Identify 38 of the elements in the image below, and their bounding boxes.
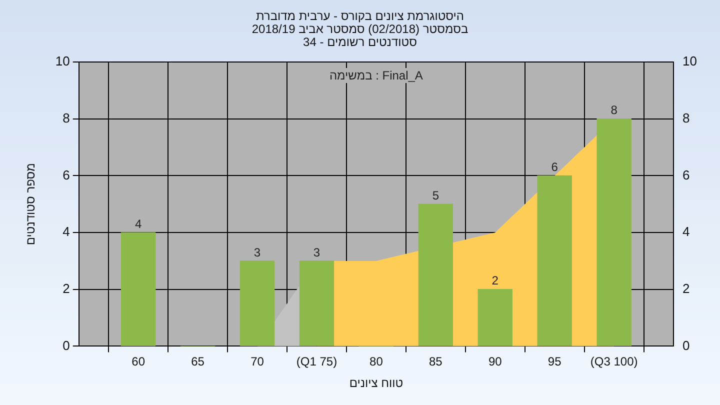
y2-tick-label: 0 <box>682 338 690 353</box>
data-label: 5 <box>432 188 440 202</box>
data-label: 3 <box>254 245 261 260</box>
chart-title: היסטוגרמת ציונים בקורס - ערבית מדוברת <box>254 9 466 23</box>
y-tick-label: 2 <box>62 280 70 296</box>
data-label: 3 <box>313 245 320 260</box>
y-tick-label: 8 <box>62 110 70 126</box>
x-tick-label: 65 <box>191 354 205 369</box>
y2-tick-label: 10 <box>682 54 698 69</box>
data-label: 2 <box>492 274 499 288</box>
y-axis-title: מספר סטודנטים <box>24 163 38 246</box>
annotation: במשימה : Final_A <box>329 68 423 82</box>
x-tick-label: 80 <box>370 354 384 369</box>
y2-tick-label: 8 <box>682 110 690 126</box>
y-tick-label: 0 <box>62 338 70 353</box>
bar <box>537 175 572 346</box>
x-tick-label: 70 <box>250 354 264 369</box>
x-tick-label: 85 <box>428 354 443 369</box>
y-tick-label: 10 <box>55 54 70 69</box>
x-tick-label: 95 <box>548 354 562 369</box>
data-label: 6 <box>551 160 558 174</box>
bar <box>596 118 632 346</box>
x-tick-label: (Q1 75) <box>296 354 338 369</box>
x-axis-title: טווח ציונים <box>349 376 404 390</box>
y2-tick-label: 6 <box>682 167 690 182</box>
x-tick-label: 60 <box>132 354 146 369</box>
y-tick-label: 4 <box>62 224 70 240</box>
chart-subtitle: בסמסטר (02/2018) סמסטר אביב 2018/19 סטודנטים רשומים - 34 <box>250 22 470 49</box>
y2-tick-label: 2 <box>682 280 690 296</box>
bar <box>418 204 453 346</box>
x-tick-label: 90 <box>488 354 502 369</box>
bar <box>121 232 156 346</box>
y-tick-label: 6 <box>62 167 70 182</box>
x-tick-label: (Q3 100) <box>590 354 638 369</box>
bar <box>478 289 512 346</box>
data-label: 4 <box>134 216 142 231</box>
data-label: 8 <box>610 103 618 118</box>
y2-tick-label: 4 <box>682 224 690 240</box>
